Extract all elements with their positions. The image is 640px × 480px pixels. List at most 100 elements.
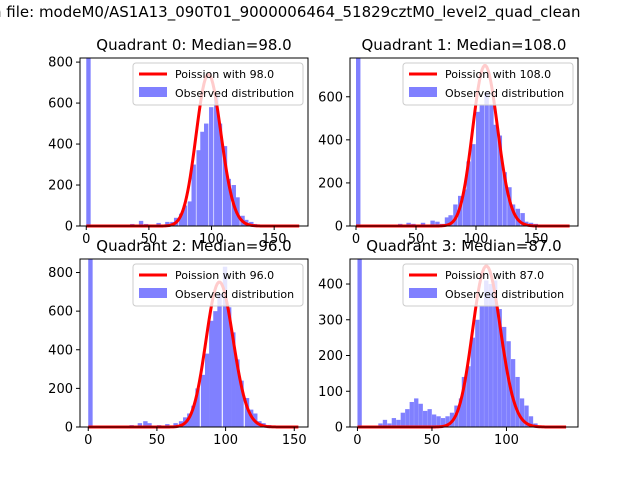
y-tick-label: 600 — [48, 97, 73, 112]
y-tick-label: 300 — [318, 313, 343, 328]
histogram-bar — [378, 423, 383, 427]
histogram-bar — [217, 293, 222, 427]
histogram-bar — [209, 107, 214, 226]
histogram-bar — [435, 221, 440, 226]
histogram-bar — [191, 405, 196, 427]
axes-frame — [349, 57, 579, 227]
histogram-bar — [191, 164, 196, 226]
histogram-bar — [86, 58, 91, 226]
histogram-bar — [436, 416, 441, 427]
subplot-quadrant-3: 0 50 100 0 100 200 300 400 Quadrant 3: Median=87… — [318, 237, 579, 448]
histogram-bar — [396, 419, 401, 427]
histogram-bar — [226, 307, 232, 427]
x-tick-label: 50 — [141, 232, 158, 247]
histogram-bar — [510, 204, 516, 226]
histogram-bar — [492, 124, 498, 226]
histogram-bar — [357, 259, 362, 427]
y-tick-label: 200 — [318, 349, 343, 364]
subplot-quadrant-1: 0 50 100 150 0 200 400 600 Quadrant 1: Median=10… — [318, 36, 579, 247]
legend-histogram-label: Observed distribution — [445, 288, 564, 301]
histogram-bar — [515, 376, 520, 427]
histogram-bar — [156, 222, 161, 226]
legend: Poission with 87.0 Observed distribution — [402, 263, 574, 307]
histogram-bar — [204, 123, 209, 226]
histogram-bar — [420, 222, 426, 226]
legend-box — [402, 263, 574, 307]
histogram-bar — [502, 172, 507, 226]
histogram-bar — [88, 259, 93, 427]
histogram-bar — [382, 419, 388, 427]
x-tick-label: 100 — [213, 433, 238, 448]
subplot-title: Quadrant 0: Median=98.0 — [96, 36, 291, 54]
histogram-bar — [431, 414, 437, 427]
histogram-bar — [414, 398, 419, 427]
x-tick-label: 100 — [199, 232, 224, 247]
histogram-bar — [466, 366, 471, 427]
y-tick-label: 800 — [48, 266, 73, 281]
histogram-bar — [484, 280, 489, 427]
histogram-bar — [187, 201, 193, 226]
histogram-bar — [497, 309, 502, 427]
x-tick-label: 100 — [494, 433, 519, 448]
histogram-bar — [507, 187, 512, 226]
histogram-bar — [165, 221, 170, 226]
histogram-bar — [214, 94, 219, 226]
y-tick-label: 100 — [318, 385, 343, 400]
figure-title: n file: modeM0/AS1A13_090T01_9000006464_… — [0, 3, 581, 21]
y-tick-label: 0 — [335, 421, 343, 436]
histogram-bar — [479, 105, 485, 226]
legend-poisson-label: Poission with 87.0 — [445, 269, 544, 282]
histogram-bar — [528, 416, 534, 427]
subplot-quadrant-0: 0 50 100 150 0 200 400 600 800 Quadrant 0: Median… — [48, 36, 309, 247]
histogram-bar — [524, 405, 529, 427]
legend-box — [132, 62, 304, 106]
histogram-bar — [196, 150, 201, 226]
histogram-bar — [448, 215, 453, 226]
histogram-bar — [427, 409, 432, 427]
histogram-bar — [479, 305, 484, 427]
histogram-bar — [235, 359, 240, 427]
histogram-bar — [178, 213, 184, 226]
y-tick-label: 400 — [318, 278, 343, 293]
axes-frame — [79, 258, 309, 428]
legend-histogram-swatch — [139, 288, 167, 298]
histogram-bar — [182, 205, 188, 226]
histogram-bar — [476, 111, 481, 226]
histogram-bar — [222, 266, 228, 427]
legend-poisson-label: Poission with 96.0 — [175, 269, 274, 282]
histogram-bar — [200, 374, 206, 427]
histogram-bar — [493, 280, 498, 427]
histogram-bar — [391, 418, 397, 427]
axes-frame — [349, 258, 579, 428]
y-tick-label: 0 — [335, 220, 343, 235]
y-tick-label: 400 — [48, 138, 73, 153]
histogram-bar — [440, 418, 446, 427]
legend-histogram-swatch — [409, 288, 437, 298]
y-tick-label: 200 — [48, 382, 73, 397]
histogram-bar — [200, 131, 205, 226]
histogram-bar — [423, 410, 428, 427]
histogram-bar — [222, 146, 228, 226]
histogram-bar — [430, 220, 435, 226]
histogram-bar — [356, 58, 361, 226]
histogram-bar — [445, 416, 450, 427]
legend: Poission with 108.0 Observed distribution — [402, 62, 574, 106]
histogram-bar — [400, 412, 405, 427]
y-tick-label: 200 — [318, 176, 343, 191]
y-tick-label: 600 — [48, 305, 73, 320]
histogram-bar — [489, 105, 494, 226]
histogram-bar — [497, 135, 503, 226]
histogram-bar — [484, 92, 489, 226]
histogram-bar — [470, 337, 476, 427]
legend: Poission with 98.0 Observed distribution — [132, 62, 304, 106]
histogram-bar — [387, 423, 392, 427]
histogram-bar — [462, 189, 468, 226]
legend-histogram-swatch — [409, 87, 437, 97]
subplot-title: Quadrant 2: Median=96.0 — [96, 237, 291, 255]
histogram-bar — [471, 144, 476, 226]
y-tick-label: 0 — [65, 421, 73, 436]
histogram-bar — [444, 217, 450, 226]
histogram-bar — [147, 423, 152, 427]
histogram-bar — [187, 413, 192, 427]
